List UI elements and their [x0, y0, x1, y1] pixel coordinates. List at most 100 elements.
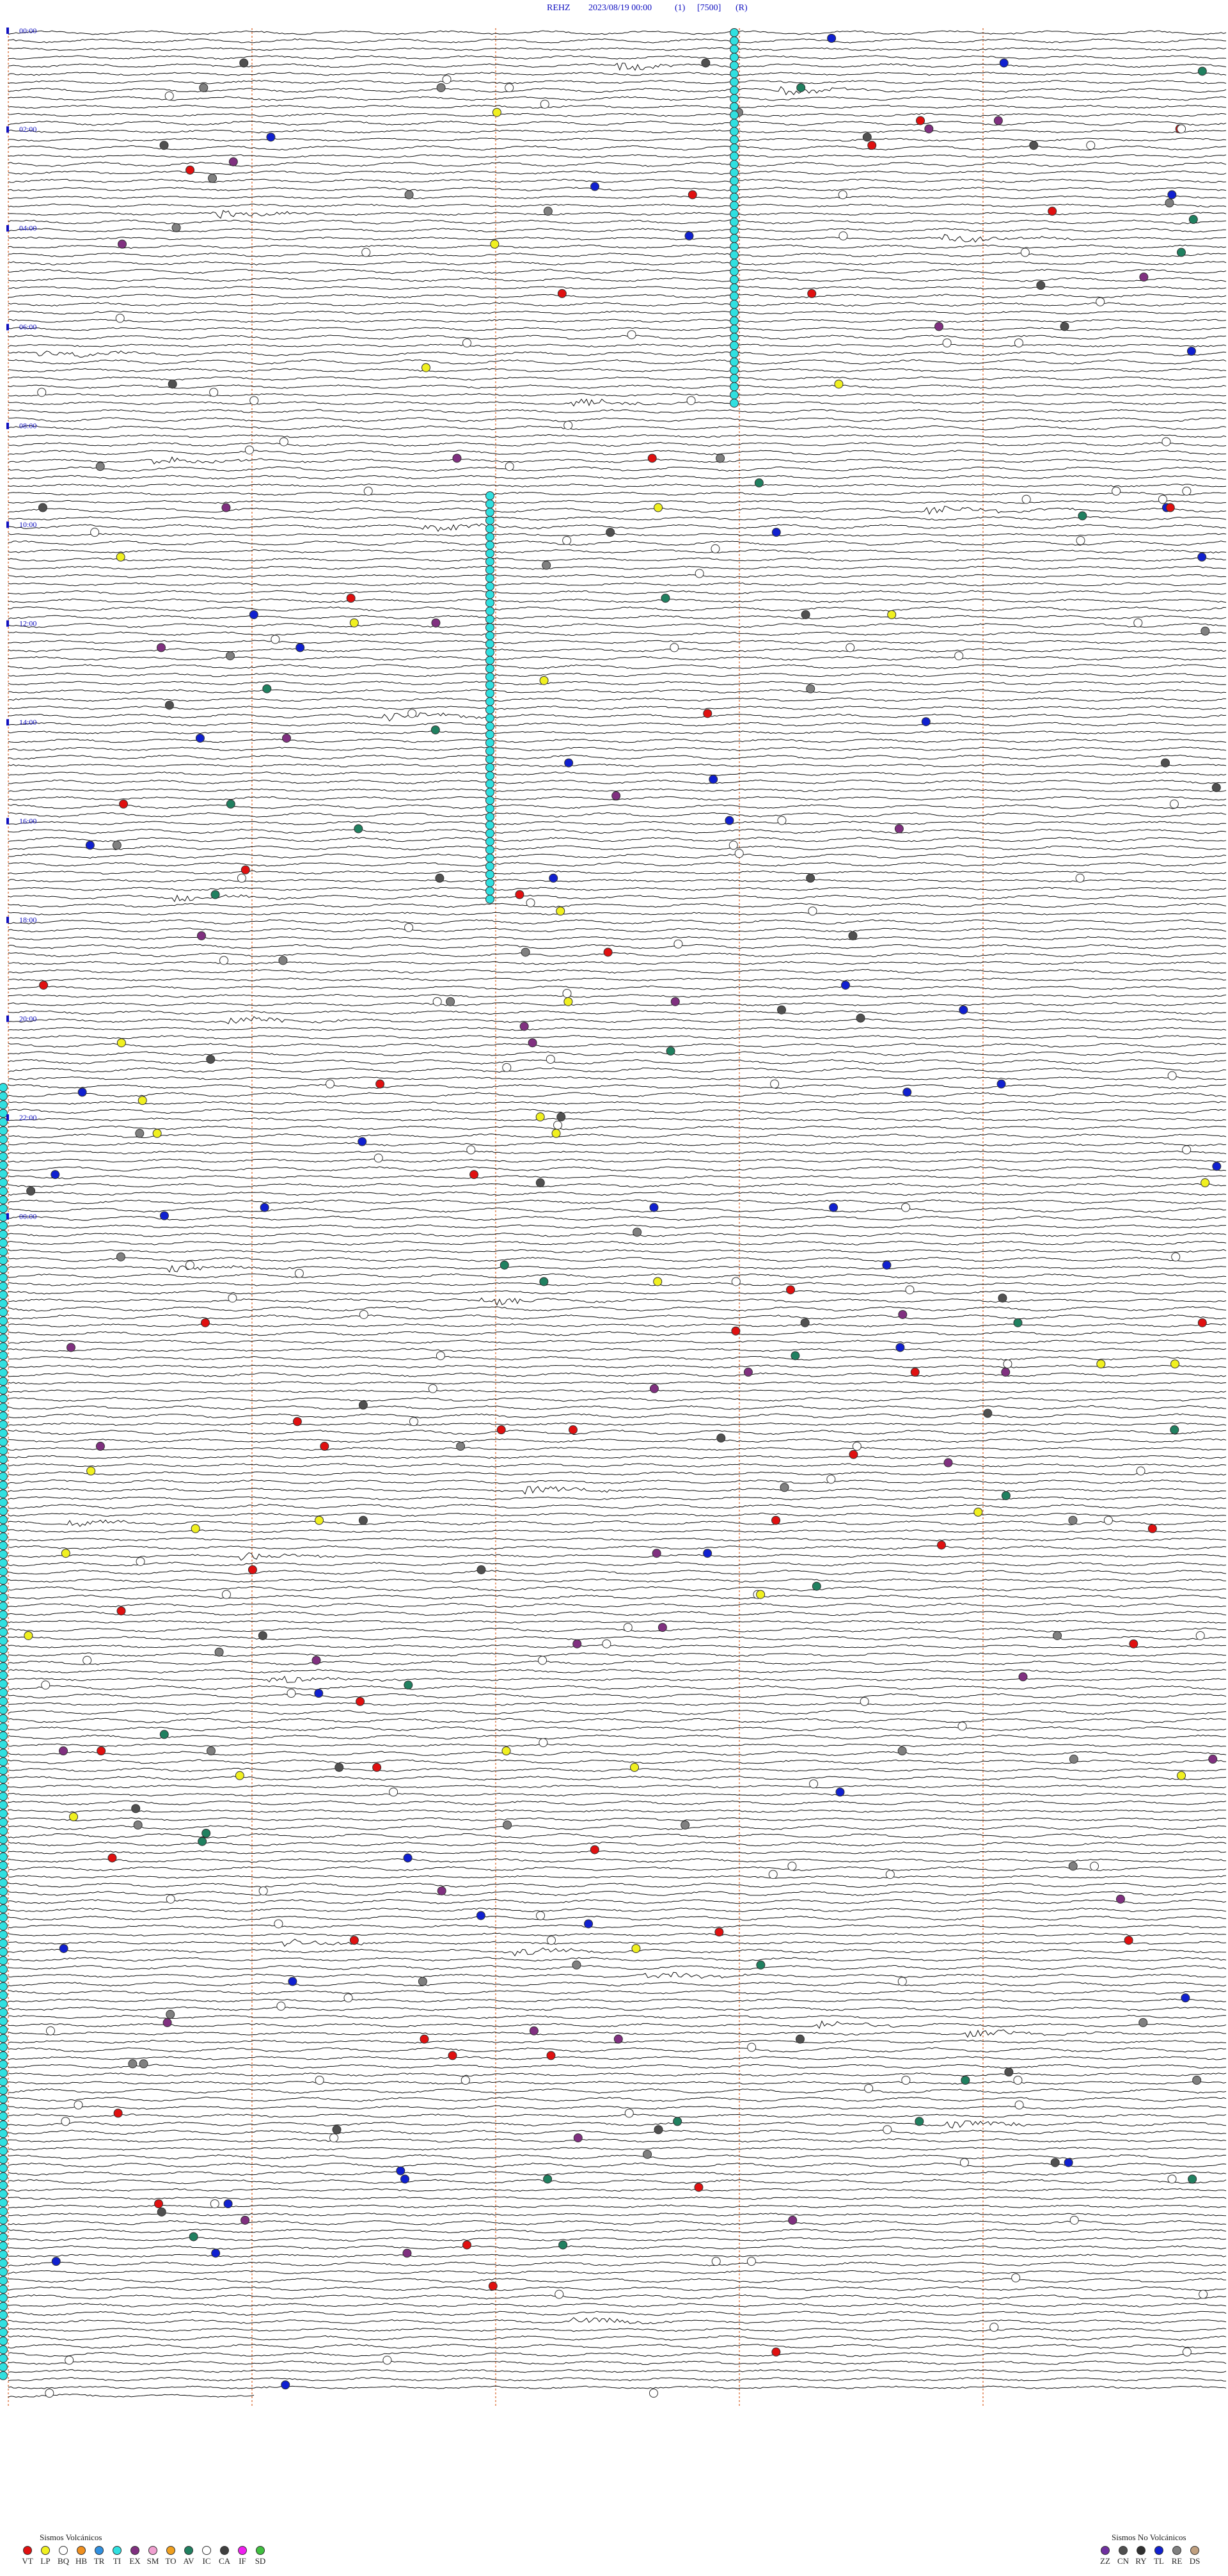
trace — [8, 2237, 1227, 2241]
trace — [8, 327, 1227, 331]
trace — [8, 170, 1227, 175]
event-circle — [485, 622, 494, 632]
event-circle — [485, 747, 494, 756]
trace — [8, 2220, 1227, 2225]
trace — [8, 1972, 1227, 1979]
event-circle — [206, 1746, 216, 1756]
event-circle — [730, 217, 739, 227]
event-circle — [485, 499, 494, 509]
trace — [8, 1076, 1227, 1080]
trace — [8, 1890, 1227, 1897]
trace — [8, 1726, 1227, 1732]
event-circle — [315, 2076, 324, 2085]
event-circle — [136, 1557, 145, 1567]
event-circle — [730, 308, 739, 317]
legend-swatch — [1119, 2546, 1128, 2555]
event-circle — [730, 242, 739, 251]
event-circle — [201, 1828, 211, 1838]
event-circle — [396, 2166, 405, 2176]
event-circle — [1068, 1861, 1078, 1871]
event-circle — [1170, 1359, 1180, 1369]
trace — [8, 2081, 1227, 2085]
event-circle — [0, 1247, 8, 1256]
trace — [8, 277, 1227, 282]
event-circle — [0, 2311, 8, 2320]
trace — [8, 1290, 1227, 1295]
event-circle — [404, 922, 414, 932]
event-circle — [943, 1458, 953, 1467]
trace — [8, 1224, 1227, 1229]
legend-label: TI — [113, 2556, 121, 2566]
event-circle — [1064, 2158, 1073, 2167]
event-circle — [0, 1636, 8, 1645]
trace — [8, 1002, 1227, 1007]
event-circle — [287, 1689, 296, 1698]
label-box — [6, 818, 9, 825]
trace — [8, 1611, 1227, 1616]
trace — [8, 2154, 1227, 2160]
event-circle — [1050, 2158, 1060, 2167]
event-circle — [485, 549, 494, 558]
event-circle — [1014, 338, 1023, 348]
event-circle — [1053, 1631, 1062, 1640]
event-circle — [1195, 1631, 1205, 1640]
event-circle — [771, 528, 781, 537]
event-circle — [846, 643, 855, 652]
event-circle — [1029, 141, 1039, 150]
event-circle — [476, 1911, 485, 1920]
trace — [8, 994, 1227, 998]
event-circle — [649, 2389, 658, 2398]
trace — [8, 335, 1227, 340]
event-circle — [292, 1417, 302, 1426]
trace — [8, 417, 1227, 422]
event-circle — [152, 1128, 162, 1138]
event-circle — [485, 631, 494, 640]
event-circle — [0, 2215, 8, 2225]
event-circle — [0, 1852, 8, 1861]
trace — [8, 1858, 1226, 1863]
event-circle — [492, 107, 501, 117]
event-circle — [0, 1973, 8, 1983]
legend-swatch — [1172, 2546, 1181, 2555]
event-circle — [166, 1894, 175, 1904]
event-circle — [673, 939, 683, 949]
event-circle — [39, 981, 49, 990]
event-circle — [456, 1441, 466, 1451]
event-circle — [1096, 1359, 1106, 1369]
event-circle — [1192, 2076, 1202, 2085]
event-circle — [485, 820, 494, 830]
trace — [8, 120, 1227, 126]
event-circle — [0, 1766, 8, 1775]
trace — [8, 2196, 1227, 2201]
event-circle — [0, 1480, 8, 1490]
trace — [8, 1249, 1227, 1254]
trace — [8, 2277, 1226, 2283]
trace — [8, 1479, 1227, 1484]
label-box — [6, 1213, 9, 1220]
trace — [8, 2327, 1227, 2332]
event-circle — [901, 1203, 911, 1212]
event-circle — [281, 2380, 290, 2390]
event-circle — [0, 1178, 8, 1187]
event-circle — [0, 1455, 8, 1464]
event-circle — [711, 2257, 721, 2266]
trace — [8, 1199, 1227, 1205]
event-circle — [730, 365, 739, 375]
trace — [8, 912, 1227, 915]
event-circle — [0, 1299, 8, 1308]
event-circle — [730, 291, 739, 301]
event-circle — [0, 1549, 8, 1559]
trace — [8, 1232, 1227, 1237]
trace — [8, 2020, 1227, 2029]
trace — [8, 2317, 1227, 2325]
trace — [8, 523, 1227, 532]
event-circle — [329, 2133, 339, 2143]
trace — [8, 1850, 1227, 1854]
label-box — [6, 324, 9, 331]
trace — [8, 38, 1227, 43]
trace — [8, 1422, 1227, 1426]
event-circle — [0, 1982, 8, 1991]
event-circle — [1086, 141, 1096, 150]
event-circle — [485, 598, 494, 608]
trace — [8, 1438, 1227, 1443]
